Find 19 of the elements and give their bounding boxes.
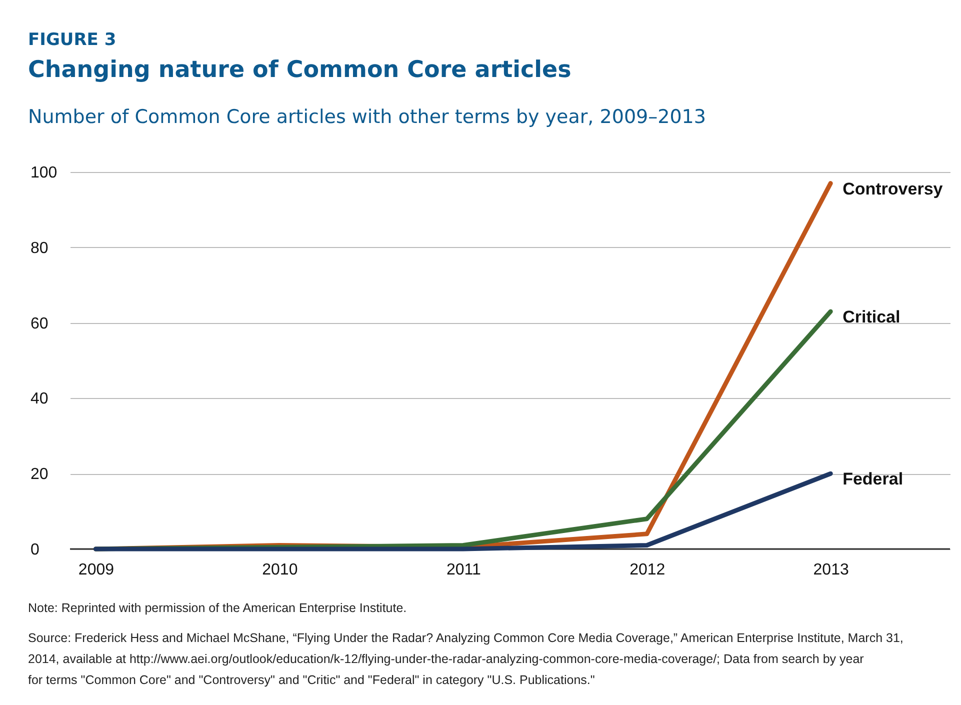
- y-tick-label: 60: [30, 315, 48, 332]
- x-tick-label: 2009: [78, 562, 114, 578]
- x-tick-label: 2013: [813, 562, 849, 578]
- y-tick-label: 40: [30, 390, 48, 408]
- x-tick-label: 2011: [446, 562, 481, 578]
- caption: FIGURE 3: [28, 30, 116, 50]
- x-tick-label: 2012: [630, 562, 666, 578]
- y-tick-label: 20: [30, 466, 48, 484]
- y-tick-label: 0: [30, 542, 40, 558]
- chart-title: Changing nature of Common Core articles: [28, 57, 572, 83]
- chart-subtitle: Number of Common Core articles with other terms by year, 2009–2013: [28, 106, 706, 128]
- y-tick-label: 100: [30, 164, 58, 182]
- series-label: Federal: [842, 470, 904, 489]
- series-label: Critical: [842, 307, 900, 326]
- series-label: Controversy: [842, 179, 944, 198]
- text: Note: Reprinted with permission of the American Enterprise Institute.: [28, 601, 407, 615]
- source-note: Source: Frederick Hess and Michael McShane, “Flying Under the Radar? Analyzing Common Core Media Coverage,” American Enterprise Institute, March 31, 2014, available at http://www.aei.org/outlook/education/k-12/flying-under-the-radar-analyzing-common-core-media-coverage/; Data from search by year for terms "Common Core" and "Controversy" and "Critic" and "Federal" in category "U.S. Publications.": [28, 631, 904, 687]
- y-tick-label: 80: [30, 240, 48, 257]
- x-tick-label: 2010: [262, 562, 298, 578]
